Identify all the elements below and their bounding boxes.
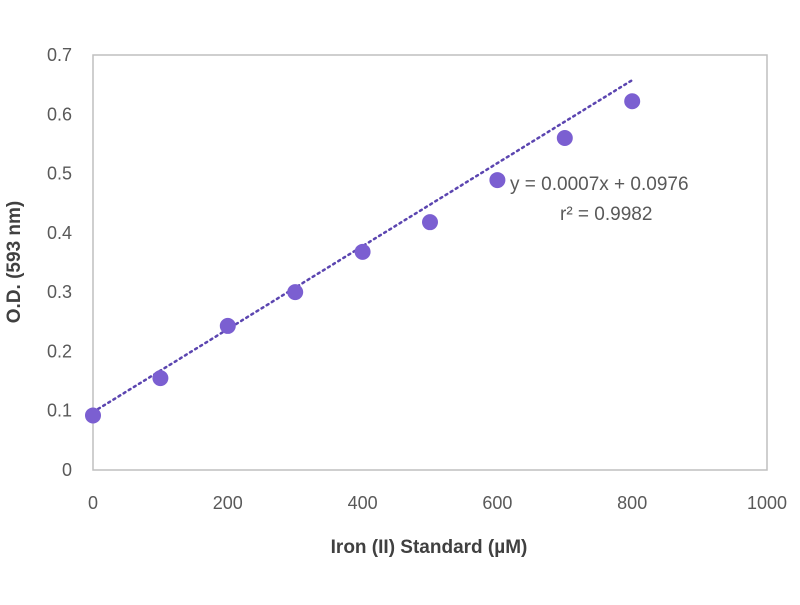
y-tick-label: 0.7 [47, 45, 72, 65]
data-point [556, 130, 573, 146]
y-tick-label: 0.2 [47, 341, 72, 361]
data-point [85, 407, 101, 424]
y-tick-labels: 0 0.1 0.2 0.3 0.4 0.5 0.6 0.7 [47, 45, 72, 480]
x-tick-label: 800 [617, 493, 647, 513]
y-tick-label: 0.6 [47, 104, 72, 124]
plot-area-border [92, 54, 768, 471]
y-axis-title: O.D. (593 nm) [4, 201, 25, 323]
x-axis-title: Iron (II) Standard (µM) [331, 537, 528, 558]
data-point [219, 317, 236, 334]
r-squared-label: r² = 0.9982 [560, 204, 652, 225]
data-point [152, 370, 169, 387]
axes [92, 54, 768, 471]
x-tick-label: 1000 [747, 493, 787, 513]
linear-trendline [91, 78, 634, 414]
x-tick-labels: 0 200 400 600 800 1000 [88, 493, 787, 513]
trendline-layer [91, 78, 634, 414]
x-tick-label: 200 [213, 493, 243, 513]
x-tick-label: 0 [88, 493, 98, 513]
y-tick-label: 0.4 [47, 223, 72, 243]
x-tick-label: 400 [348, 493, 378, 513]
data-point [287, 284, 304, 301]
x-tick-label: 600 [482, 493, 512, 513]
y-tick-label: 0 [62, 460, 72, 480]
data-point [422, 214, 438, 231]
data-points [85, 93, 641, 424]
trendline-equation: y = 0.0007x + 0.0976 [510, 174, 689, 195]
y-tick-label: 0.3 [47, 282, 72, 302]
y-tick-label: 0.1 [47, 401, 72, 421]
data-point [354, 243, 371, 260]
data-point [489, 172, 506, 189]
data-point [624, 93, 641, 110]
y-tick-label: 0.5 [47, 164, 72, 184]
